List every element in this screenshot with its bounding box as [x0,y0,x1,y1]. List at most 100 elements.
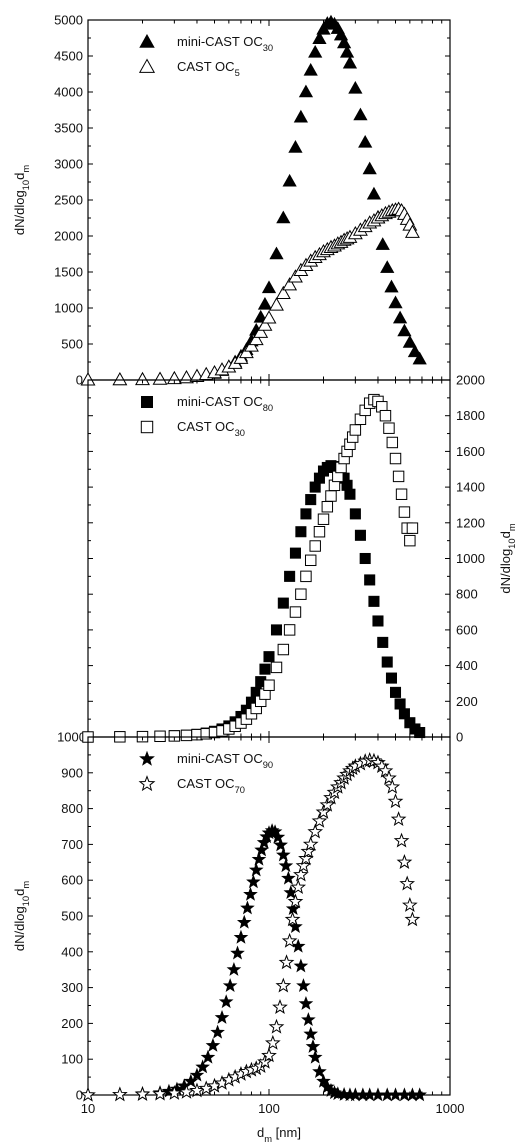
data-point [277,597,289,609]
data-point [392,310,408,324]
data-point [319,796,336,812]
data-point [289,547,301,559]
data-point [272,999,288,1014]
data-point [399,875,416,891]
data-point [210,1024,225,1039]
data-point [293,958,309,973]
y-tick-label: 5000 [54,13,83,28]
y-tick-label: 900 [61,765,83,780]
data-point [315,803,332,819]
y-tick-label: 1000 [54,301,83,316]
y-axis-title: dN/dlog10dm [498,523,517,593]
legend: mini-CAST OC90 CAST OC70 [138,750,273,795]
data-point [386,436,399,449]
legend-label: CAST OC30 [177,419,245,438]
y-tick-label: 800 [456,587,478,602]
data-point [287,893,304,909]
data-point [270,661,283,674]
x-tick-label: 100 [258,1101,280,1116]
data-point [381,656,393,668]
data-point [377,636,389,648]
data-point [254,842,269,857]
y-tick-label: 300 [61,980,83,995]
data-point [273,837,288,852]
data-point [112,1086,128,1102]
data-point [288,140,303,153]
data-point [300,570,312,583]
y-tick-label: 4500 [54,49,83,64]
data-point [278,858,294,873]
y-tick-label: 500 [61,909,83,924]
data-point [295,588,307,600]
data-point [313,526,326,538]
legend-label: mini-CAST OC30 [177,34,273,53]
data-point [404,224,420,238]
data-point [214,1009,230,1024]
y-tick-label: 700 [61,837,83,852]
data-point [396,854,413,869]
data-point [282,277,298,291]
data-point [406,522,419,534]
data-point [268,1018,285,1034]
y-tick-label: 4000 [54,85,83,100]
data-point [281,932,298,948]
y-tick-label: 600 [456,622,478,637]
data-point [307,823,324,839]
data-point [325,490,337,502]
data-point [257,317,273,331]
data-point [349,424,362,436]
data-point [289,606,302,618]
x-tick-label: 1000 [436,1101,465,1116]
data-point [288,919,303,933]
data-point [233,929,249,944]
data-point [261,310,277,324]
data-point [358,134,373,148]
data-point [362,161,377,175]
data-point [312,1064,327,1078]
data-point [276,847,291,862]
data-point [282,173,297,187]
data-point [236,914,252,929]
y-tick-label: 3500 [54,121,83,136]
data-point [303,1026,319,1041]
data-point [290,879,307,895]
data-point [305,494,317,506]
data-point [248,331,264,346]
data-point [387,793,404,809]
data-point [344,488,356,500]
data-point [404,534,416,547]
data-point [152,1085,168,1101]
data-point [180,729,193,742]
data-point [390,811,407,827]
data-point [380,260,395,273]
data-point [323,1083,339,1097]
data-point [372,615,384,627]
data-point [296,978,311,993]
data-point [166,370,182,385]
y-tick-label: 600 [61,873,83,888]
data-point [379,409,392,422]
data-point [189,1067,205,1082]
data-point [342,55,358,69]
data-point [381,769,397,785]
data-point [316,1073,331,1088]
data-point [388,295,403,309]
series-2 [80,752,421,1102]
data-point [317,513,330,525]
y-tick-label: 100 [61,1052,83,1067]
panel-1: 0 500 1000 1500 2000 2500 3000 3500 4000 4500 5000… [12,13,451,388]
data-point [293,866,309,882]
data-point [270,624,283,636]
data-point [366,186,382,200]
data-point [309,540,321,552]
data-point [263,651,275,663]
data-point [298,84,314,98]
data-point [348,80,363,94]
data-point [353,107,368,121]
legend: mini-CAST OC30 CAST OC5 [138,33,273,78]
data-point [298,996,314,1010]
data-point [301,1012,316,1027]
data-point [253,324,269,338]
series-1 [82,460,426,743]
data-point [230,945,245,960]
